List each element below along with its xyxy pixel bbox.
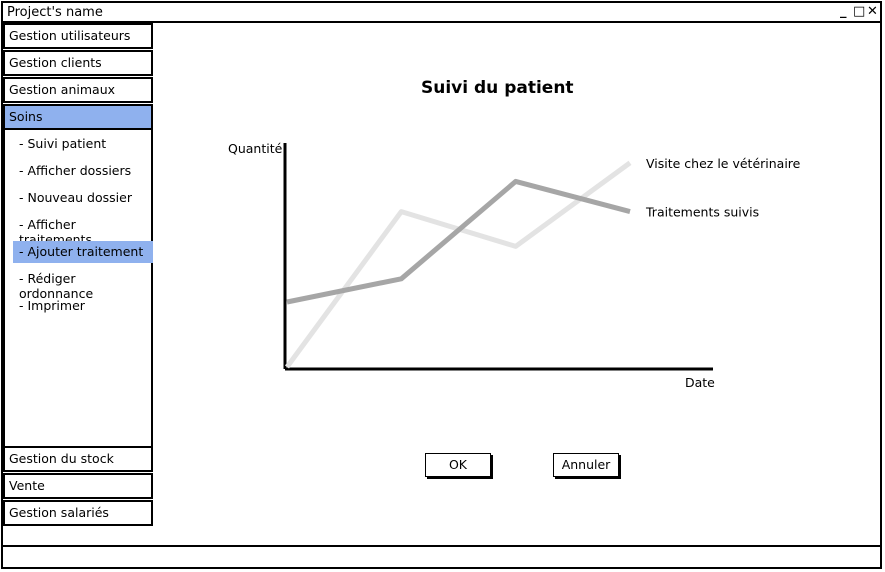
submenu-item-suivi-patient[interactable]: - Suivi patient (19, 136, 107, 151)
series-line-1 (286, 178, 631, 305)
submenu-item-rediger-ordonnance[interactable]: - Rédiger ordonnance (19, 271, 94, 301)
maximize-icon[interactable]: □ (853, 4, 866, 19)
submenu-item-nouveau-dossier[interactable]: - Nouveau dossier (19, 190, 132, 205)
submenu-item-afficher-traitements[interactable]: - Afficher traitements (19, 217, 92, 247)
minimize-icon[interactable]: _ (840, 4, 847, 19)
nav-item-gestion-utilisateurs[interactable]: Gestion utilisateurs (3, 23, 153, 49)
cancel-button[interactable]: Annuler (553, 453, 619, 477)
series-line-0 (284, 160, 632, 369)
page-title: Suivi du patient (421, 78, 574, 98)
nav-item-vente[interactable]: Vente (3, 473, 153, 499)
nav-item-gestion-animaux[interactable]: Gestion animaux (3, 77, 153, 103)
sidebar: Gestion utilisateurs Gestion clients Ges… (3, 23, 153, 528)
submenu-item-ajouter-traitement[interactable]: - Ajouter traitement (13, 241, 153, 263)
series-label-0: Visite chez le vétérinaire (646, 156, 801, 171)
series-label-1: Traitements suivis (645, 205, 759, 220)
soins-submenu: - Suivi patient - Afficher dossiers - No… (3, 129, 153, 472)
nav-item-gestion-clients[interactable]: Gestion clients (3, 50, 153, 76)
window-title: Project's name (7, 5, 103, 20)
y-axis-label: Quantité (228, 141, 283, 156)
submenu-item-afficher-dossiers[interactable]: - Afficher dossiers (19, 163, 132, 178)
close-icon[interactable]: ✕ (867, 4, 878, 19)
submenu-item-imprimer[interactable]: - Imprimer (19, 298, 85, 313)
main-panel: Suivi du patient Quantité Date Visite ch… (155, 25, 882, 547)
ok-button[interactable]: OK (425, 453, 491, 477)
x-axis-label: Date (685, 375, 715, 390)
title-bar: Project's name _ □ ✕ (3, 3, 880, 23)
nav-item-soins[interactable]: Soins (3, 104, 153, 130)
status-bar (3, 545, 880, 567)
patient-chart: Quantité Date Visite chez le vétérinaire… (228, 141, 801, 390)
nav-item-gestion-du-stock[interactable]: Gestion du stock (3, 446, 153, 472)
nav-item-gestion-salaries[interactable]: Gestion salariés (3, 500, 153, 526)
